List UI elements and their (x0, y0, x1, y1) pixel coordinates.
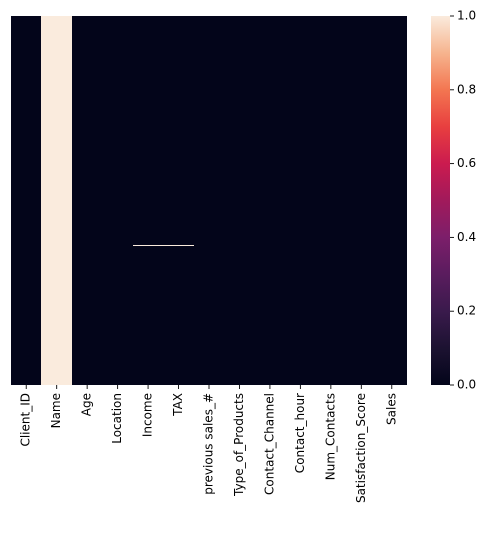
heatmap-column-Age (72, 16, 102, 385)
x-tick-label: Location (110, 393, 124, 444)
heatmap-column-Income (133, 16, 163, 385)
x-tick-label: Income (141, 393, 155, 437)
x-tick-label: TAX (171, 393, 185, 417)
heatmap-column-Contact_hour (285, 16, 316, 385)
heatmap-column-Client_ID (11, 16, 41, 385)
x-tick-label: Satisfaction_Score (354, 393, 368, 503)
colorbar-tick-label: 0.0 (457, 378, 476, 392)
x-tick-label: Client_ID (19, 393, 33, 447)
x-tick-label: Name (49, 393, 63, 428)
heatmap-column-Num_Contacts (316, 16, 346, 385)
heatmap-column-previous sales_# (194, 16, 224, 385)
heatmap-column-Type_of_Products (224, 16, 255, 385)
x-tick-label: Sales (384, 393, 398, 425)
heatmap-highlight-cell (133, 245, 194, 246)
colorbar-tick-label: 1.0 (457, 9, 476, 23)
heatmap-column-Sales (377, 16, 407, 385)
x-axis: Client_ID Name Age Location Income TAX previou… (19, 385, 398, 503)
heatmap-column-TAX (163, 16, 194, 385)
x-tick-label: Type_of_Products (232, 393, 246, 497)
colorbar-tick-label: 0.2 (457, 304, 476, 318)
x-tick-label: previous sales_# (202, 393, 216, 495)
x-tick-label: Age (80, 393, 94, 416)
colorbar (431, 16, 450, 385)
x-tick-label: Contact_Channel (262, 393, 276, 495)
heatmap-cells (11, 16, 407, 385)
heatmap-column-Name (41, 16, 72, 385)
colorbar-tick-label: 0.8 (457, 82, 476, 96)
colorbar-axis: 0.0 0.2 0.4 0.6 0.8 1.0 (450, 9, 476, 392)
heatmap-column-Location (102, 16, 133, 385)
heatmap-column-Contact_Channel (255, 16, 285, 385)
heatmap-highlight (133, 245, 194, 246)
colorbar-tick-label: 0.4 (457, 230, 476, 244)
x-tick-label: Num_Contacts (323, 393, 337, 480)
heatmap-column-Satisfaction_Score (346, 16, 377, 385)
x-tick-label: Contact_hour (293, 393, 307, 473)
colorbar-tick-label: 0.6 (457, 156, 476, 170)
